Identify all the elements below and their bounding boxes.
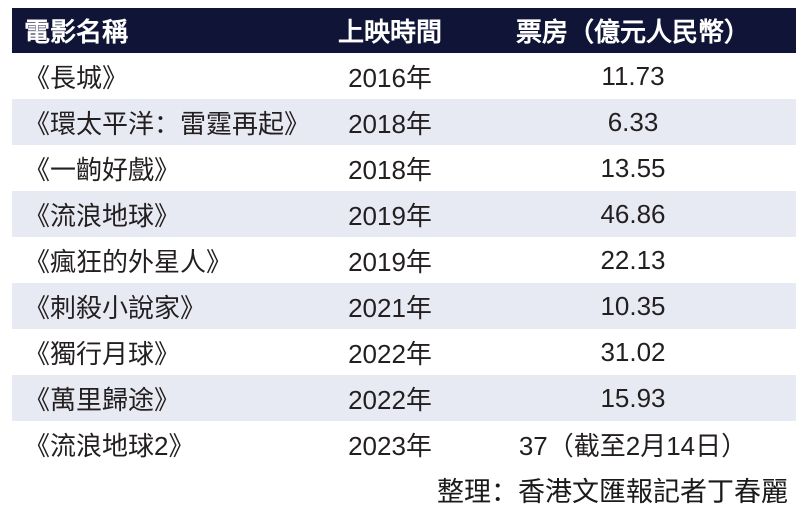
movie-name: 《一齣好戲》	[24, 154, 181, 185]
release-year: 2023年	[348, 430, 432, 461]
table-row: 《流浪地球2》 2023年 37（截至2月14日）	[12, 421, 796, 467]
box-office-value: 15.93	[600, 382, 666, 413]
movie-box-office-table: 電影名稱 上映時間 票房（億元人民幣） 《長城》 2016年 11.73 《環太…	[12, 8, 796, 467]
box-office-value: 10.35	[600, 290, 666, 321]
movie-name: 《環太平洋：雷霆再起》	[24, 108, 311, 139]
release-year: 2018年	[348, 108, 432, 139]
movie-name: 《瘋狂的外星人》	[24, 246, 233, 277]
box-office-value: 13.55	[600, 152, 666, 183]
movie-name: 《流浪地球》	[24, 200, 181, 231]
table-header-row: 電影名稱 上映時間 票房（億元人民幣）	[12, 8, 796, 53]
release-year: 2022年	[348, 384, 432, 415]
table-row: 《獨行月球》 2022年 31.02	[12, 329, 796, 375]
movie-name: 《獨行月球》	[24, 338, 181, 369]
header-movie-name: 電影名稱	[24, 17, 129, 47]
release-year: 2016年	[348, 62, 432, 93]
box-office-value: 46.86	[600, 198, 666, 229]
table-row: 《長城》 2016年 11.73	[12, 53, 796, 99]
release-year: 2019年	[348, 200, 432, 231]
source-credit: 整理：香港文匯報記者丁春麗	[437, 477, 788, 507]
box-office-value: 6.33	[607, 106, 659, 137]
release-year: 2021年	[348, 292, 432, 323]
release-year: 2022年	[348, 338, 432, 369]
movie-name: 《流浪地球2》	[24, 430, 195, 461]
movie-name: 《長城》	[24, 62, 129, 93]
release-year: 2019年	[348, 246, 432, 277]
table-row: 《刺殺小說家》 2021年 10.35	[12, 283, 796, 329]
table-row: 《瘋狂的外星人》 2019年 22.13	[12, 237, 796, 283]
box-office-value: 37（截至2月14日）	[518, 430, 748, 461]
header-box-office: 票房（億元人民幣）	[515, 17, 750, 47]
box-office-value: 11.73	[601, 60, 665, 91]
header-release-time: 上映時間	[337, 17, 442, 47]
table-row: 《環太平洋：雷霆再起》 2018年 6.33	[12, 99, 796, 145]
movie-name: 《刺殺小說家》	[24, 292, 207, 323]
box-office-value: 22.13	[600, 244, 666, 275]
movie-name: 《萬里歸途》	[24, 384, 181, 415]
release-year: 2018年	[348, 154, 432, 185]
table-row: 《一齣好戲》 2018年 13.55	[12, 145, 796, 191]
table-row: 《流浪地球》 2019年 46.86	[12, 191, 796, 237]
box-office-value: 31.02	[600, 336, 666, 367]
table-row: 《萬里歸途》 2022年 15.93	[12, 375, 796, 421]
